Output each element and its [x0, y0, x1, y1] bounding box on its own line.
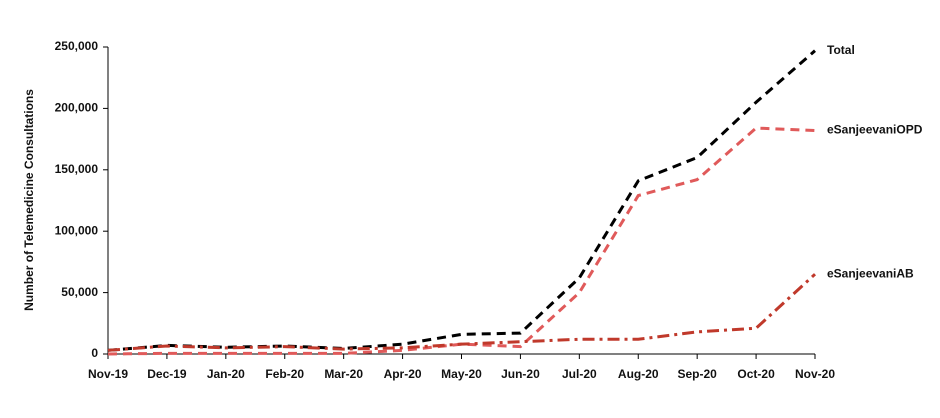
x-tick-label: Jul-20	[562, 367, 597, 381]
series-label: eSanjeevaniAB	[827, 266, 914, 280]
x-tick-label: Mar-20	[324, 367, 363, 381]
series-label: Total	[827, 43, 855, 57]
x-tick-label: Sep-20	[677, 367, 717, 381]
y-tick-label: 150,000	[55, 162, 99, 176]
series-line	[107, 49, 816, 352]
x-tick-label: Jan-20	[207, 367, 245, 381]
x-tick-label: May-20	[441, 367, 482, 381]
x-tick-label: Nov-20	[795, 367, 835, 381]
series-line	[107, 273, 817, 352]
y-tick-label: 200,000	[55, 101, 99, 115]
y-tick-label: 50,000	[61, 285, 98, 299]
y-axis-label: Number of Telemedicine Consultations	[22, 89, 36, 311]
x-tick-label: Oct-20	[737, 367, 775, 381]
x-tick-label: Jun-20	[501, 367, 540, 381]
series-label: eSanjeevaniOPD	[827, 123, 923, 137]
y-tick-label: 250,000	[55, 39, 99, 53]
y-tick-label: 100,000	[55, 223, 99, 237]
series-line	[107, 126, 816, 356]
x-tick-label: Feb-20	[265, 367, 304, 381]
x-tick-label: Nov-19	[88, 367, 128, 381]
x-tick-label: Aug-20	[618, 367, 659, 381]
x-tick-label: Dec-19	[147, 367, 187, 381]
x-tick-label: Apr-20	[384, 367, 422, 381]
y-tick-label: 0	[91, 346, 98, 360]
